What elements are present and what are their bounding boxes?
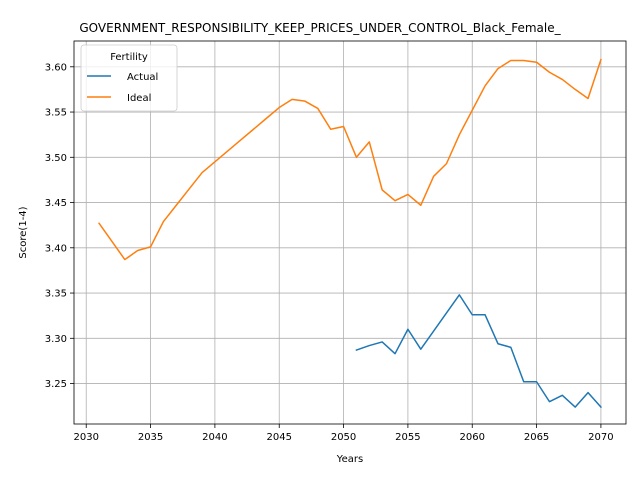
series-line-ideal (98, 58, 602, 261)
x-tick-label: 2045 (267, 432, 292, 443)
y-tick-label: 3.60 (45, 62, 67, 73)
x-tick-label: 2065 (524, 432, 549, 443)
y-tick-label: 3.55 (45, 108, 67, 119)
y-tick-label: 3.40 (45, 243, 67, 254)
legend-label-actual: Actual (127, 72, 158, 83)
legend-title: Fertility (110, 52, 148, 63)
x-tick-label: 2070 (588, 432, 613, 443)
y-tick-label: 3.30 (45, 334, 67, 345)
x-tick-label: 2035 (138, 432, 163, 443)
x-axis-ticks: 2030 2035 2040 2045 2050 2055 2060 2065 2070 (73, 424, 614, 443)
series-lines (98, 58, 602, 409)
chart-title: GOVERNMENT_RESPONSIBILITY_KEEP_PRICES_UN… (79, 21, 561, 35)
x-tick-label: 2060 (460, 432, 485, 443)
x-axis-label: Years (336, 454, 363, 465)
x-tick-label: 2030 (73, 432, 98, 443)
legend-label-ideal: Ideal (127, 93, 151, 104)
y-tick-label: 3.35 (45, 289, 67, 300)
series-line-actual (355, 294, 602, 409)
grid-lines (74, 41, 626, 424)
y-tick-label: 3.25 (45, 379, 67, 390)
legend-box (80, 44, 178, 112)
y-tick-label: 3.50 (45, 153, 67, 164)
y-axis-ticks: 3.25 3.30 3.35 3.40 3.45 3.50 3.55 3.60 (45, 62, 74, 390)
y-tick-label: 3.45 (45, 198, 67, 209)
x-tick-label: 2040 (202, 432, 227, 443)
plot-frame (73, 40, 627, 425)
legend: Fertility Actual Ideal (80, 44, 178, 112)
y-axis-label: Score(1-4) (18, 206, 29, 258)
x-tick-label: 2055 (395, 432, 420, 443)
x-tick-label: 2050 (331, 432, 356, 443)
